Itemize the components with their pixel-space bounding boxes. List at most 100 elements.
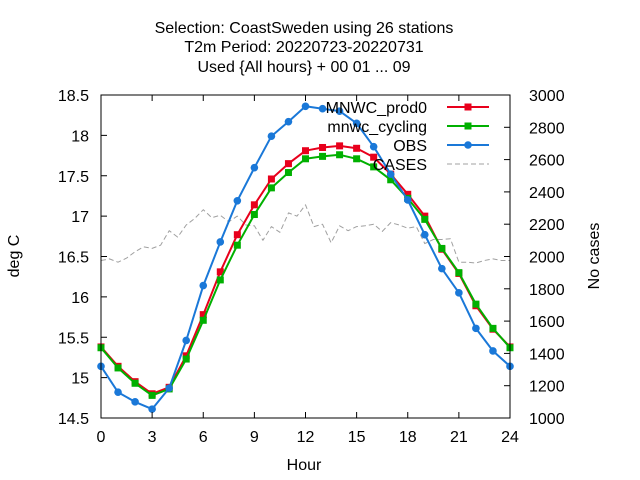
title-line-1: Selection: CoastSweden using 26 stations [155, 20, 454, 37]
data-point [318, 104, 327, 113]
data-point [182, 355, 190, 363]
y2-tick-label: 2200 [529, 217, 565, 234]
data-point [335, 107, 344, 115]
data-point [386, 170, 395, 178]
data-point [370, 163, 378, 171]
legend-marker [464, 122, 472, 130]
y2-tick-label: 1200 [529, 379, 565, 396]
data-point [370, 153, 378, 161]
y2-axis-label: No cases [586, 223, 603, 290]
data-point [284, 160, 292, 168]
data-point [216, 238, 225, 246]
legend-marker [464, 103, 472, 111]
data-point [319, 152, 327, 160]
y-tick-label: 18.5 [58, 88, 89, 105]
data-point [336, 151, 344, 159]
data-point [302, 147, 309, 155]
data-point [233, 241, 241, 249]
y-tick-label: 14.5 [58, 411, 89, 428]
data-point [420, 230, 429, 239]
legend-marker [464, 141, 472, 149]
data-point [199, 316, 207, 324]
series-line [100, 204, 510, 264]
data-point [455, 289, 463, 297]
data-point [284, 169, 292, 177]
data-point [472, 300, 480, 308]
data-point [404, 190, 412, 198]
data-point [353, 155, 361, 163]
y2-tick-label: 1600 [529, 314, 565, 331]
series-obs [97, 102, 514, 413]
x-tick-label: 12 [297, 429, 315, 446]
data-point [131, 379, 139, 387]
data-point [199, 311, 207, 319]
legend-label: mnwc_cycling [327, 119, 427, 136]
y2-tick-label: 2400 [529, 185, 565, 202]
axes-layer: 0 3 6 9 12 15 18 21 24 14.5 15 15.5 16 16.5 17 17.5 18 18… [58, 88, 565, 446]
series-mnwc_cycling [97, 151, 514, 399]
legend: MNWC_prod0 mnwc_cycling OBS CASES [326, 100, 489, 174]
y2-tick-label: 2800 [529, 120, 565, 137]
x-tick-label: 15 [348, 429, 366, 446]
data-point [302, 155, 309, 163]
data-point [438, 264, 446, 273]
series-mnwc_prod0 [97, 142, 514, 398]
data-point [369, 142, 378, 151]
x-tick-label: 18 [399, 429, 417, 446]
data-point [489, 324, 497, 332]
title-line-3: Used {All hours} + 00 01 ... 09 [197, 59, 410, 76]
legend-entry: OBS [393, 138, 489, 155]
data-point [284, 117, 293, 126]
y2-tick-label: 2000 [529, 250, 565, 267]
series-line [100, 144, 511, 395]
x-tick-label: 0 [97, 429, 106, 446]
data-point [421, 215, 429, 223]
x-tick-label: 24 [501, 429, 519, 446]
data-point [267, 175, 275, 183]
y-tick-label: 17 [71, 209, 89, 226]
data-point [353, 144, 361, 152]
legend-entry: MNWC_prod0 [326, 100, 489, 117]
data-point [114, 364, 122, 372]
y2-tick-label: 1000 [529, 411, 565, 428]
series-cases [100, 204, 510, 264]
series-line [100, 153, 511, 397]
y-tick-label: 15.5 [58, 330, 89, 347]
data-point [319, 143, 327, 151]
x-tick-label: 3 [148, 429, 157, 446]
data-point [114, 388, 122, 396]
series-layer [97, 102, 514, 413]
data-point [131, 398, 139, 406]
data-point [489, 347, 497, 355]
data-point [387, 176, 395, 184]
data-point [438, 244, 446, 252]
x-tick-label: 21 [450, 429, 468, 446]
y-tick-label: 17.5 [58, 169, 89, 186]
data-point [472, 324, 480, 333]
y2-tick-label: 1400 [529, 346, 565, 363]
data-point [352, 119, 361, 128]
legend-label: CASES [373, 157, 427, 174]
data-point [148, 405, 156, 413]
data-point [250, 163, 259, 172]
x-tick-label: 9 [250, 429, 259, 446]
y-axis-label: deg C [6, 235, 23, 278]
data-point [199, 281, 208, 290]
legend-label: MNWC_prod0 [326, 100, 427, 117]
data-point [455, 269, 463, 277]
data-point [403, 196, 412, 204]
data-point [216, 268, 224, 276]
data-point [165, 384, 173, 392]
data-point [250, 211, 258, 219]
chart-title: Selection: CoastSweden using 26 stations… [155, 20, 454, 76]
data-point [216, 276, 224, 284]
title-line-2: T2m Period: 20220723-20220731 [184, 39, 423, 56]
data-point [336, 142, 344, 150]
y-tick-label: 16.5 [58, 250, 89, 267]
legend-entry: mnwc_cycling [327, 119, 489, 136]
data-point [301, 102, 310, 111]
y-tick-label: 15 [71, 371, 89, 388]
data-point [267, 184, 275, 192]
legend-label: OBS [393, 138, 427, 155]
